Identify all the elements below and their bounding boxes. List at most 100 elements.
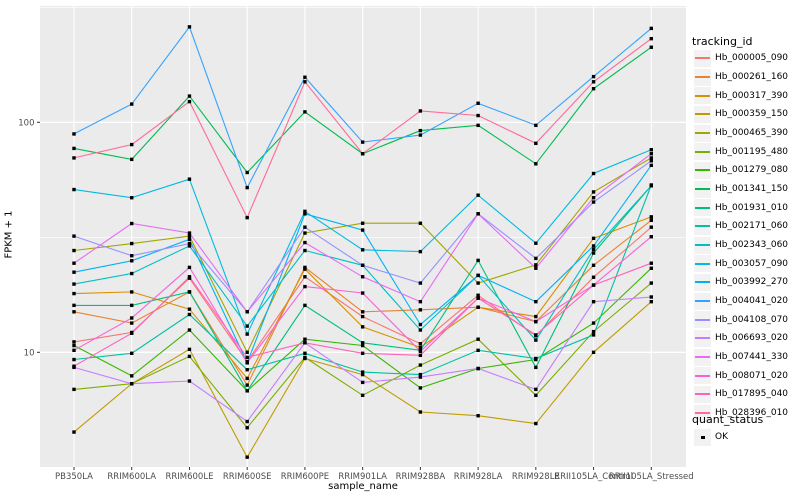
data-point [476,101,480,105]
data-point [303,337,307,341]
legend-entry-label: Hb_000005_090 [715,53,789,64]
data-point [303,355,307,360]
data-point [418,372,423,377]
data-point [187,290,192,294]
legend-entry-Hb_000465_390: Hb_000465_390 [694,124,788,142]
legend-key-line-icon [695,281,710,284]
data-point [591,299,596,304]
data-point [72,430,76,434]
data-point [534,141,538,146]
data-point [360,370,365,374]
data-point [476,123,480,128]
data-point [591,80,596,84]
data-point [130,221,134,226]
x-tick-label: RRIM928BA [396,472,446,482]
legend-entry-Hb_002171_060: Hb_002171_060 [694,217,788,235]
data-point [591,236,596,241]
data-point [591,333,596,337]
data-point [649,163,653,168]
data-point [245,332,249,336]
data-point [418,363,423,367]
data-point [591,321,596,325]
data-point [130,290,134,294]
data-point [360,263,365,267]
data-point [130,316,134,320]
legend-entry-label: Hb_003057_090 [715,258,789,269]
data-point [649,159,653,163]
data-point [591,329,596,334]
data-point [649,235,653,239]
legend-entry-label: Hb_004108_070 [715,314,789,325]
data-point [303,240,307,245]
data-point [187,312,192,317]
data-point [245,455,249,459]
data-point [245,355,249,360]
data-point [303,265,307,270]
data-point [303,212,307,216]
legend-entry-label: Hb_002171_060 [715,221,789,232]
data-point [245,310,249,314]
data-point [649,295,653,299]
data-point [534,266,538,270]
data-point [476,113,480,118]
legend-key [694,49,711,67]
data-point [72,146,76,151]
legend-key [694,161,711,179]
data-point [187,307,192,311]
data-point [534,162,538,166]
data-point [187,241,192,246]
legend-key-line-icon [695,150,710,153]
data-point [303,110,307,114]
legend-key-line-icon [695,262,710,265]
data-point [72,248,76,253]
x-tick-label: PB350LA [55,472,93,482]
data-point [534,365,538,370]
data-point [534,387,538,392]
legend-entry-Hb_007441_330: Hb_007441_330 [694,348,788,366]
data-point [591,74,596,79]
x-tick-label: RRIM600LE [165,472,213,482]
data-point [591,86,596,91]
legend-key [694,199,711,217]
data-point [649,225,653,229]
data-point [649,261,653,265]
data-point [72,310,76,314]
data-point [72,291,76,296]
legend-key [694,124,711,142]
legend-entry-label: Hb_000317_390 [715,90,789,101]
data-point [534,263,538,267]
legend-key [694,311,711,329]
legend-entry-label: Hb_007441_330 [715,352,789,363]
data-point [187,231,192,235]
legend-key [694,255,711,273]
legend-key [694,292,711,310]
data-point [245,350,249,354]
legend-entry-label: Hb_006693_020 [715,333,789,344]
data-point [130,196,134,200]
legend-key-line-icon [695,412,710,415]
data-point [72,387,76,392]
data-point [187,237,192,241]
legend-entry-Hb_004041_020: Hb_004041_020 [694,292,788,310]
y-tick-label: 100 [18,118,34,128]
data-point [360,314,365,319]
x-tick-label: RRIM600PE [281,472,329,482]
data-point [476,281,480,285]
data-point [303,75,307,79]
data-point [187,94,192,98]
data-point [187,347,192,352]
data-point [130,321,134,325]
data-point [72,261,76,265]
data-point [303,303,307,308]
data-point [591,251,596,255]
data-point [245,389,249,393]
data-point [360,140,365,144]
legend-key-line-icon [695,337,710,340]
data-point [245,361,249,365]
data-point [187,177,192,181]
legend-entry-label: Hb_003992_270 [715,277,789,288]
legend-entry-Hb_001279_080: Hb_001279_080 [694,161,788,179]
data-point [534,333,538,337]
data-point [360,221,365,225]
